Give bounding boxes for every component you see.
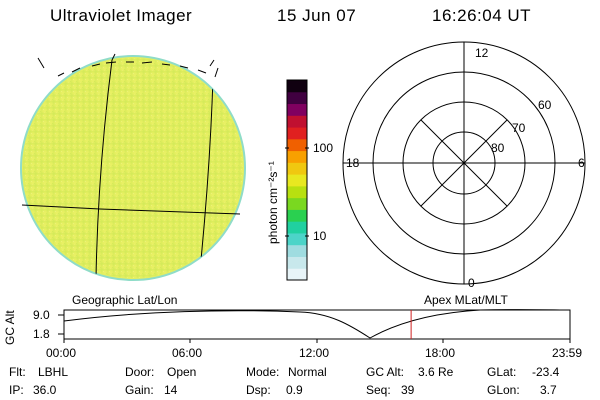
- colorbar-segment: [287, 232, 307, 246]
- status-mode-label: Mode:: [246, 365, 280, 379]
- colorbar: [286, 79, 308, 281]
- colorbar-segment: [287, 138, 307, 152]
- meridian-line: [199, 77, 214, 271]
- status-glat-label: GLat:: [487, 365, 517, 379]
- colorbar-segment: [287, 80, 307, 93]
- status-mode-value: Normal: [288, 365, 327, 379]
- colorbar-segment: [287, 174, 307, 187]
- colorbar-tick-10: 10: [313, 229, 327, 243]
- terminator-line: [37, 57, 215, 77]
- colorbar-segment: [287, 268, 307, 281]
- altitude-tick-high: 9.0: [33, 308, 50, 322]
- colorbar-segment: [287, 103, 307, 116]
- status-glon-value: 3.7: [540, 383, 557, 397]
- time-tick-0: 00:00: [46, 346, 77, 360]
- status-ip-label: IP:: [9, 383, 24, 397]
- date-label: 15 Jun 07: [277, 6, 357, 25]
- colorbar-segment: [287, 221, 307, 234]
- polar-lat-label-80: 80: [491, 141, 505, 155]
- status-ip-value: 36.0: [33, 383, 57, 397]
- earth-disk-image: [20, 53, 246, 281]
- polar-plot: [342, 41, 586, 285]
- parallel-line: [21, 204, 241, 215]
- status-gain-label: Gain:: [125, 383, 154, 397]
- colorbar-segment: [287, 115, 307, 128]
- polar-label-bottom: 0: [468, 276, 475, 290]
- time-tick-1: 06:00: [172, 346, 203, 360]
- status-door-value: Open: [167, 365, 197, 379]
- status-gcalt-label: GC Alt:: [366, 365, 405, 379]
- altitude-plot: [58, 309, 571, 343]
- polar-lat-label-70: 70: [512, 121, 526, 135]
- colorbar-segment: [287, 244, 307, 257]
- meridian-line: [95, 59, 113, 279]
- status-seq-value: 39: [401, 383, 415, 397]
- polar-label-left: 18: [346, 156, 360, 170]
- colorbar-segment: [287, 256, 307, 269]
- colorbar-segment: [287, 209, 307, 222]
- status-dsp-label: Dsp:: [246, 383, 271, 397]
- colorbar-segment: [287, 197, 307, 210]
- time-tick-4: 23:59: [552, 346, 583, 360]
- colorbar-unit-label: photon cm⁻²s⁻¹: [266, 161, 280, 244]
- status-glat-value: -23.4: [532, 365, 560, 379]
- polar-label-top: 12: [475, 46, 489, 60]
- colorbar-tick-100: 100: [313, 141, 334, 155]
- altitude-axis-title: GC Alt: [3, 310, 17, 345]
- colorbar-segment: [287, 185, 307, 199]
- time-tick-2: 12:00: [299, 346, 330, 360]
- status-glon-label: GLon:: [487, 383, 520, 397]
- status-flt-label: Flt:: [9, 365, 26, 379]
- colorbar-border: [286, 79, 308, 281]
- status-seq-label: Seq:: [366, 383, 391, 397]
- colorbar-segment: [287, 91, 307, 105]
- polar-label-right: 6: [578, 156, 585, 170]
- status-flt-value: LBHL: [38, 365, 69, 379]
- polar-lat-label-60: 60: [538, 98, 552, 112]
- apex-label: Apex MLat/MLT: [424, 293, 508, 307]
- status-door-label: Door:: [125, 365, 155, 379]
- colorbar-segment: [287, 150, 307, 163]
- colorbar-segment: [287, 162, 307, 175]
- colorbar-ticks: [285, 147, 309, 237]
- time-tick-3: 18:00: [425, 346, 456, 360]
- status-dsp-value: 0.9: [286, 383, 303, 397]
- altitude-tick-low: 1.8: [33, 327, 50, 341]
- status-gcalt-value: 3.6 Re: [418, 365, 454, 379]
- status-gain-value: 14: [164, 383, 178, 397]
- instrument-title: Ultraviolet Imager: [50, 6, 193, 25]
- time-label: 16:26:04 UT: [432, 6, 532, 25]
- colorbar-segment: [287, 127, 307, 140]
- geographic-label: Geographic Lat/Lon: [72, 293, 178, 307]
